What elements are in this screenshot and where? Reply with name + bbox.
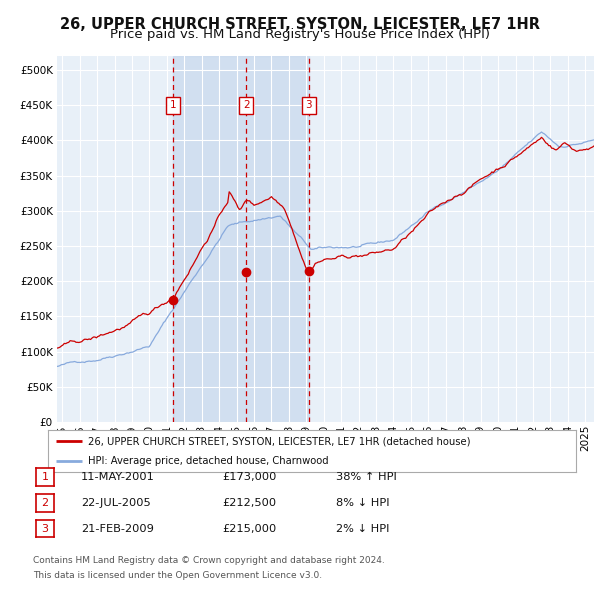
Text: £212,500: £212,500 xyxy=(222,498,276,507)
Text: £173,000: £173,000 xyxy=(222,472,277,481)
Text: 1: 1 xyxy=(41,472,49,481)
Text: 26, UPPER CHURCH STREET, SYSTON, LEICESTER, LE7 1HR: 26, UPPER CHURCH STREET, SYSTON, LEICEST… xyxy=(60,17,540,31)
Text: 2% ↓ HPI: 2% ↓ HPI xyxy=(336,524,389,533)
Text: Price paid vs. HM Land Registry's House Price Index (HPI): Price paid vs. HM Land Registry's House … xyxy=(110,28,490,41)
Text: 21-FEB-2009: 21-FEB-2009 xyxy=(81,524,154,533)
Text: 1: 1 xyxy=(170,100,176,110)
Text: 2: 2 xyxy=(243,100,250,110)
Text: 11-MAY-2001: 11-MAY-2001 xyxy=(81,472,155,481)
Text: Contains HM Land Registry data © Crown copyright and database right 2024.: Contains HM Land Registry data © Crown c… xyxy=(33,556,385,565)
Text: 3: 3 xyxy=(305,100,312,110)
Text: 8% ↓ HPI: 8% ↓ HPI xyxy=(336,498,389,507)
Text: 22-JUL-2005: 22-JUL-2005 xyxy=(81,498,151,507)
Text: HPI: Average price, detached house, Charnwood: HPI: Average price, detached house, Char… xyxy=(88,456,328,466)
Text: 26, UPPER CHURCH STREET, SYSTON, LEICESTER, LE7 1HR (detached house): 26, UPPER CHURCH STREET, SYSTON, LEICEST… xyxy=(88,437,470,447)
Text: 38% ↑ HPI: 38% ↑ HPI xyxy=(336,472,397,481)
Bar xyxy=(173,56,309,422)
Text: This data is licensed under the Open Government Licence v3.0.: This data is licensed under the Open Gov… xyxy=(33,571,322,579)
Text: £215,000: £215,000 xyxy=(222,524,276,533)
Text: 3: 3 xyxy=(41,524,49,533)
Text: 2: 2 xyxy=(41,498,49,507)
